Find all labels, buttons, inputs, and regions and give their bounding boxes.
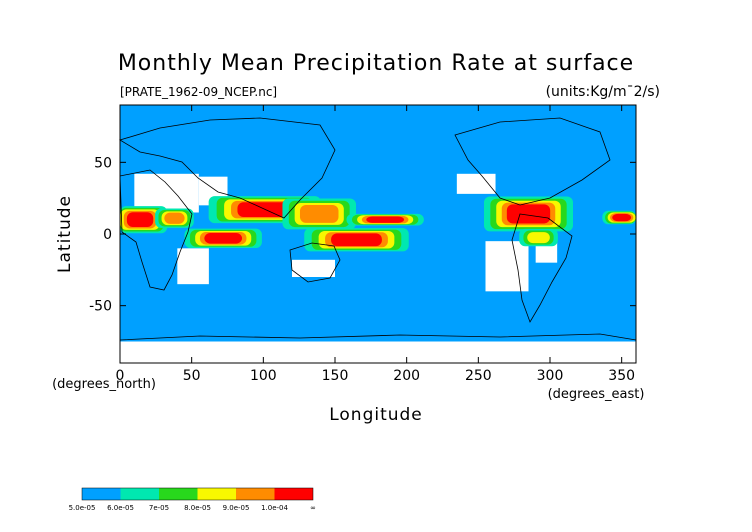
colorbar-label: 8.0e-05 [184, 504, 211, 512]
x-tick-label: 50 [183, 368, 201, 384]
y-tick-label: 0 [103, 227, 112, 243]
dry-region [292, 259, 335, 277]
y-axis-label: Latitude [55, 195, 75, 273]
coast-eurasia [119, 117, 336, 219]
colorbar-swatch [120, 488, 159, 500]
x-tick-label: 150 [322, 368, 349, 384]
dry-region [485, 241, 529, 292]
x-tick-label: 0 [116, 368, 125, 384]
map-plot-area [119, 104, 637, 364]
colorbar-swatch [82, 488, 121, 500]
coastline-outlines [119, 117, 637, 341]
x-tick-label: 250 [465, 368, 492, 384]
dry-region [120, 341, 636, 363]
coast-antarctica [119, 333, 637, 341]
colorbar-label: ∞ [310, 504, 316, 512]
coast-north-america [454, 117, 611, 206]
precip-band [612, 213, 632, 222]
x-tick-label: 100 [250, 368, 277, 384]
precip-band [164, 212, 185, 224]
x-tick-label: 200 [393, 368, 420, 384]
dry-region [456, 173, 496, 194]
dry-region [177, 248, 209, 285]
coast-south-america [511, 213, 573, 323]
x-tick-labels: 0 50 100 150 200 250 300 350 [116, 368, 635, 384]
colorbar-swatch [236, 488, 275, 500]
precip-band [366, 216, 405, 223]
y-unit-label: (degrees_north) [52, 377, 156, 392]
colorbar-label: 7e-05 [149, 504, 169, 512]
x-unit-label: (degrees_east) [548, 387, 645, 402]
x-axis-label: Longitude [329, 405, 423, 425]
colorbar-label: 6.0e-05 [107, 504, 134, 512]
dry-region [134, 173, 199, 213]
precip-band [299, 204, 339, 223]
colorbar-swatch [159, 488, 198, 500]
colorbar-swatch [197, 488, 236, 500]
colorbar-legend: 5.0e-05 6.0e-05 7e-05 8.0e-05 9.0e-05 1.0e-04… [69, 487, 316, 512]
colorbar-label: 5.0e-05 [69, 504, 96, 512]
precip-band [527, 232, 550, 244]
units-label: (units:Kg/m¯2/s) [546, 84, 660, 100]
axis-tick-marks [119, 105, 636, 363]
y-tick-label: -50 [89, 299, 112, 315]
chart-title: Monthly Mean Precipitation Rate at surfa… [118, 51, 634, 76]
source-file-label: [PRATE_1962-09_NCEP.nc] [120, 85, 277, 99]
precip-band [506, 204, 551, 224]
coast-australia [289, 242, 341, 283]
colorbar-frame [81, 487, 314, 501]
below-threshold-regions [120, 173, 636, 363]
y-tick-labels: 50 0 -50 [89, 155, 112, 314]
x-tick-label: 300 [537, 368, 564, 384]
colorbar-swatch [274, 488, 313, 500]
colorbar-label: 1.0e-04 [261, 504, 288, 512]
coast-africa [119, 169, 193, 291]
precip-band [126, 212, 154, 228]
precip-band [331, 233, 382, 247]
x-tick-label: 350 [608, 368, 635, 384]
y-tick-label: 50 [94, 155, 112, 171]
precip-band [204, 233, 243, 244]
dry-region [535, 241, 558, 263]
colorbar-label: 9.0e-05 [223, 504, 250, 512]
